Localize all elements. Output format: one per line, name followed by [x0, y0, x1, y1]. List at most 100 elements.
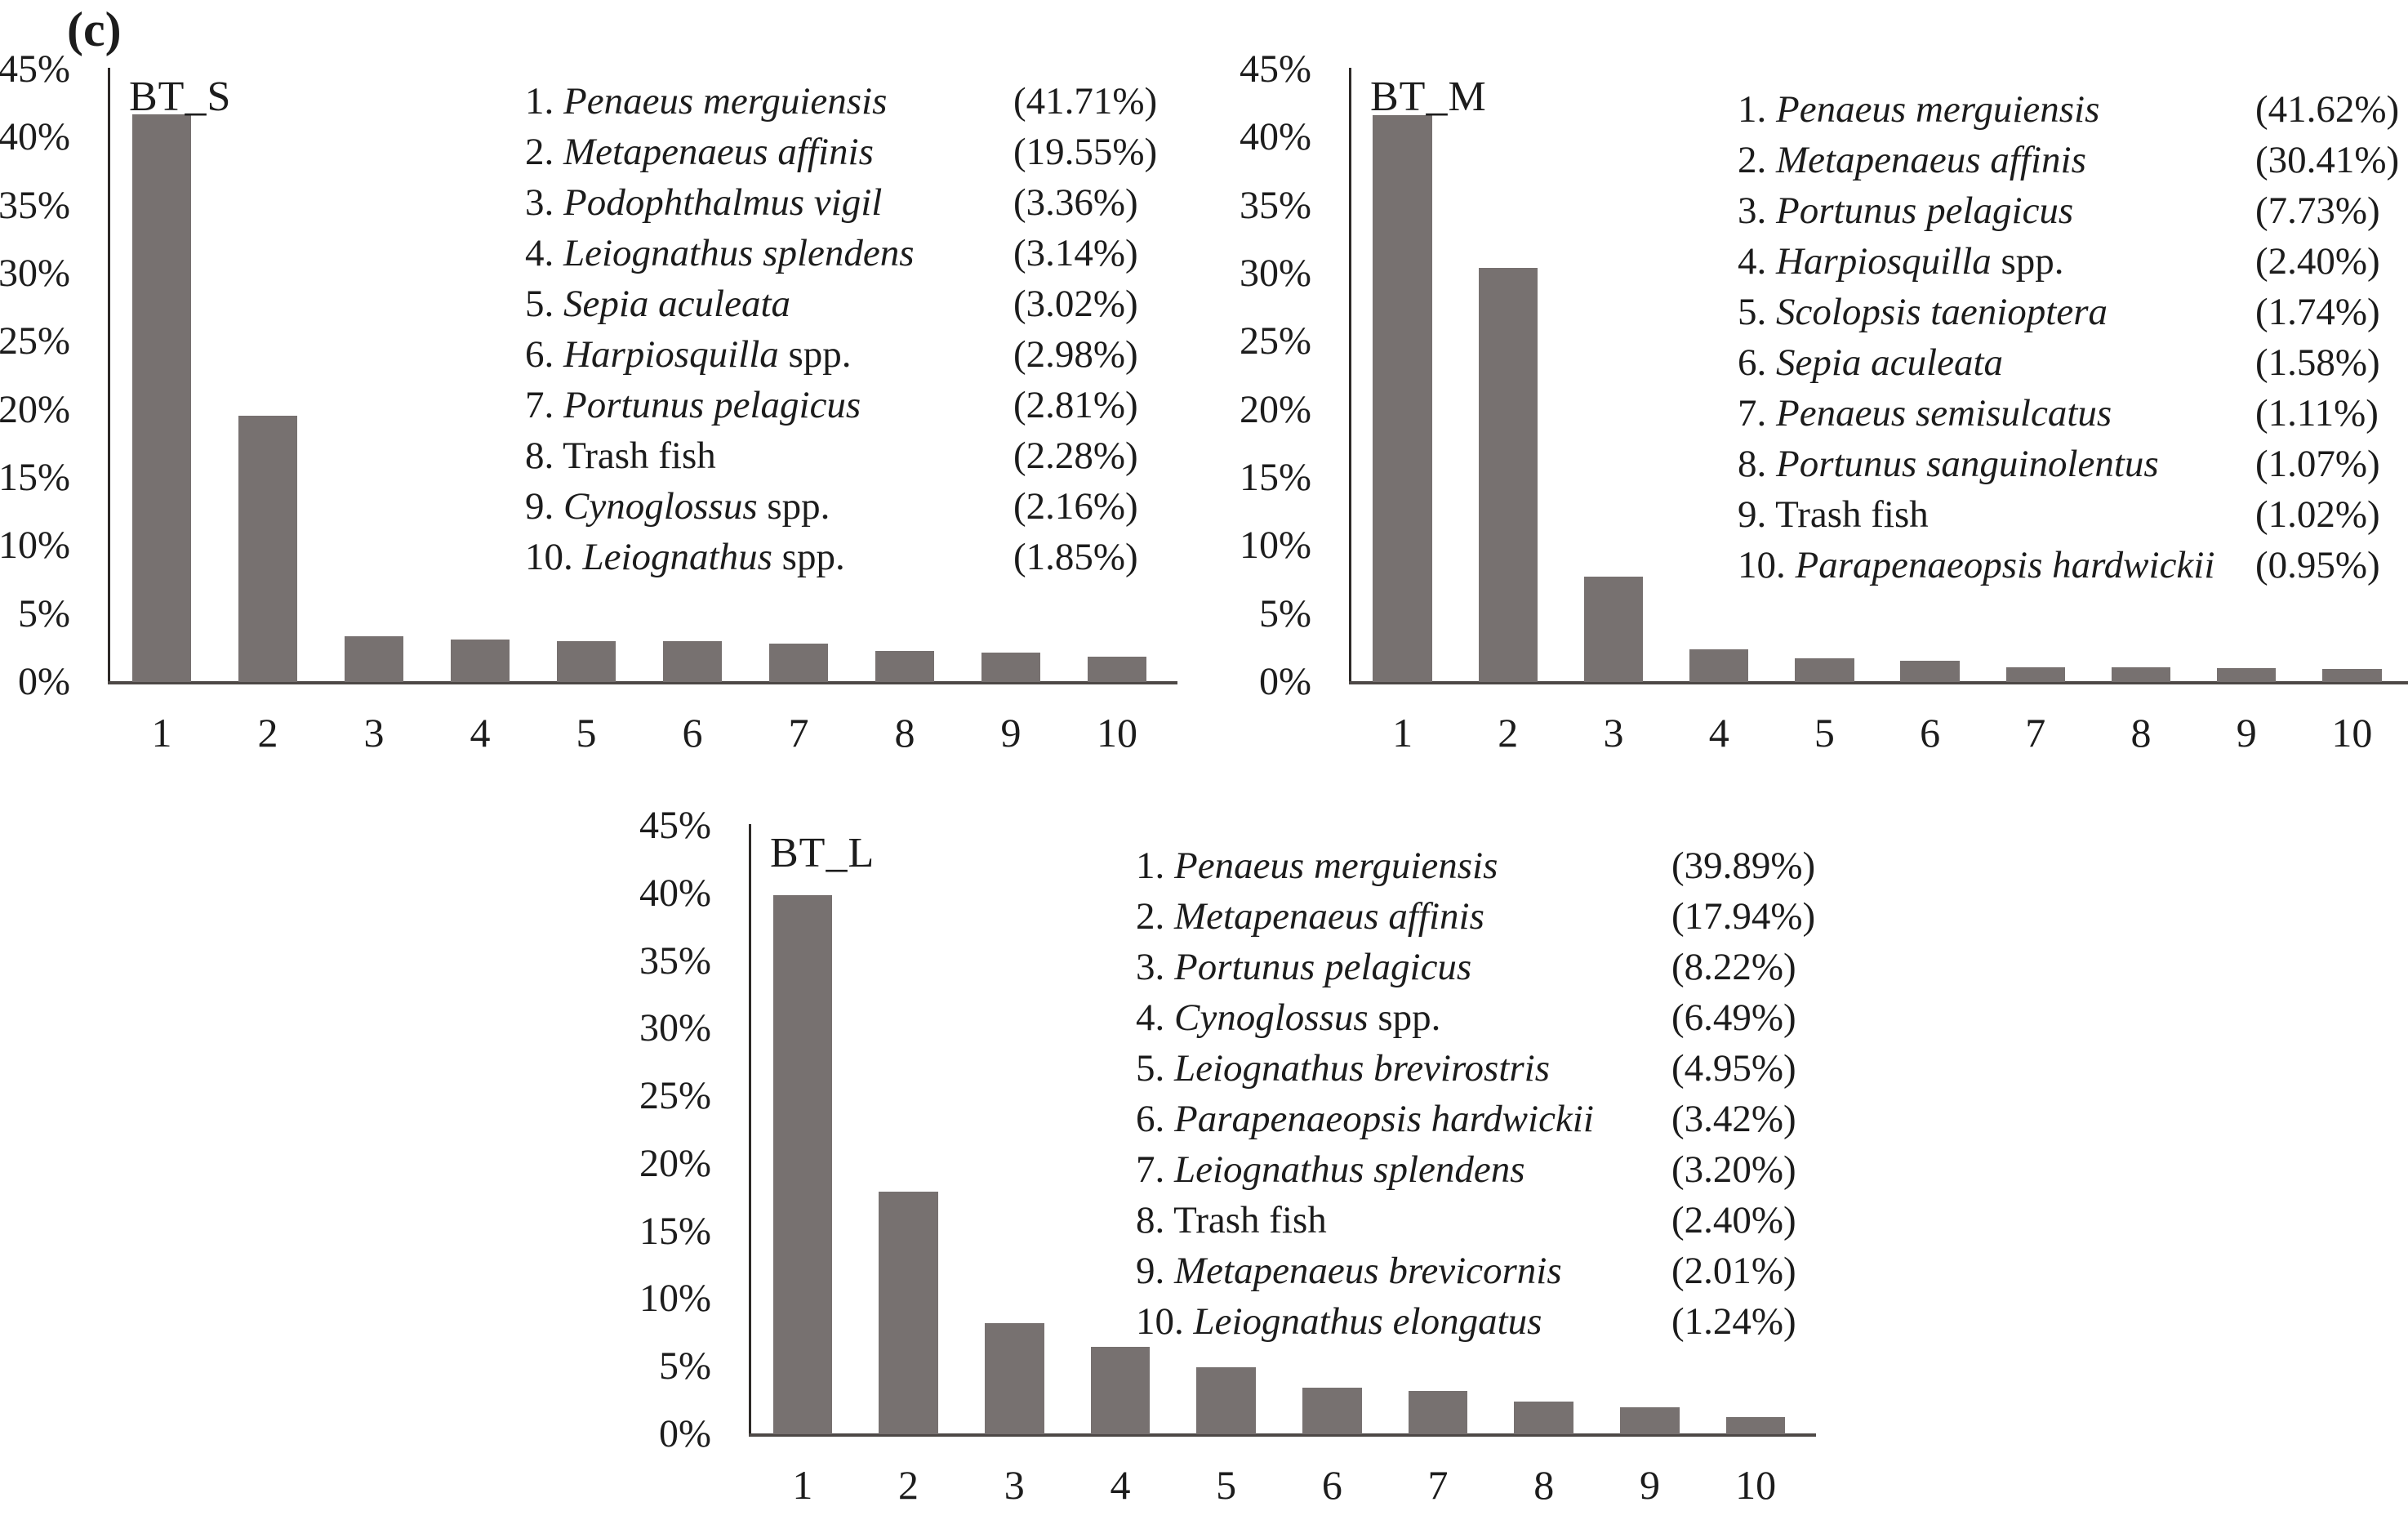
bar [1689, 649, 1749, 682]
bar [662, 641, 723, 682]
chart-title: BT_L [770, 830, 875, 876]
legend-percentage: (2.40%) [2255, 240, 2380, 283]
legend-percentage: (2.16%) [1013, 485, 1138, 528]
bar [1373, 115, 1432, 682]
x-tick-label: 3 [1004, 1462, 1025, 1508]
legend-rank-name: 10. Parapenaeopsis hardwickii [1738, 540, 2255, 591]
legend-rank: 7. [525, 384, 563, 426]
bar [2217, 668, 2277, 682]
x-tick-label: 4 [1708, 710, 1729, 756]
legend-row: 5. Sepia aculeata (3.02%) [525, 279, 1157, 329]
x-tick-label: 10 [2331, 710, 2373, 756]
legend-species-italic: Portunus pelagicus [1776, 189, 2074, 232]
legend-row: 4. Harpiosquilla spp. (2.40%) [1738, 236, 2399, 287]
legend-percentage: (3.36%) [1013, 181, 1138, 224]
x-tick-label: 1 [1392, 710, 1413, 756]
bar [1725, 1417, 1786, 1434]
legend-rank: 10. [1136, 1300, 1194, 1343]
legend-rank-name: 5. Leiognathus brevirostris [1136, 1043, 1671, 1094]
legend-row: 2. Metapenaeus affinis (30.41%) [1738, 135, 2399, 185]
legend-rank-name: 1. Penaeus merguiensis [1738, 84, 2255, 135]
legend-percentage: (39.89%) [1671, 845, 1816, 887]
bar [1302, 1388, 1362, 1434]
legend-percentage: (2.98%) [1013, 333, 1138, 376]
legend-species-italic: Portunus pelagicus [1174, 946, 1472, 988]
y-tick-label: 45% [639, 804, 711, 847]
x-tick-label: 3 [363, 710, 385, 756]
y-tick-label: 10% [1240, 524, 1311, 568]
y-tick-label: 20% [639, 1141, 711, 1185]
bar [238, 416, 298, 682]
legend-species-italic: Harpiosquilla [563, 333, 779, 376]
legend-rank-name: 9. Trash fish [1738, 493, 1929, 536]
legend: 1. Penaeus merguiensis (39.89%) 2. Metapen… [1136, 840, 1815, 1347]
y-tick-label: 45% [0, 47, 70, 91]
legend-species-italic: Scolopsis taenioptera [1776, 291, 2108, 333]
legend-row: 8. Trash fish (2.28%) [525, 430, 1157, 481]
legend-rank: 4. [525, 232, 563, 274]
x-axis-line [1349, 681, 2408, 684]
legend-rank: 3. [525, 181, 563, 224]
legend-row: 5. Leiognathus brevirostris (4.95%) [1136, 1043, 1815, 1094]
legend-percentage: (3.20%) [1671, 1148, 1796, 1191]
legend-row: 3. Podophthalmus vigil (3.36%) [525, 177, 1157, 228]
y-tick-label: 0% [659, 1412, 711, 1455]
legend-rank: 5. [1738, 291, 1776, 333]
y-tick-label: 5% [1259, 591, 1311, 635]
bar [450, 639, 510, 682]
y-tick-label: 15% [0, 456, 70, 499]
bar [1900, 660, 1960, 682]
legend-species-italic: Portunus pelagicus [563, 384, 861, 426]
legend-percentage: (2.01%) [1671, 1250, 1796, 1292]
legend: 1. Penaeus merguiensis (41.71%) 2. Metapen… [525, 76, 1157, 582]
bar [1090, 1346, 1151, 1434]
x-tick-label: 6 [682, 710, 703, 756]
y-tick-label: 30% [0, 252, 70, 295]
legend-percentage: (7.73%) [2255, 189, 2380, 232]
legend-rank-name: 6. Sepia aculeata [1738, 337, 2255, 388]
x-tick-label: 5 [576, 710, 597, 756]
bar [879, 1192, 938, 1434]
y-tick-label: 30% [639, 1006, 711, 1050]
legend-species-italic: Leiognathus splendens [1174, 1148, 1525, 1191]
legend-rank-name: 5. Scolopsis taenioptera [1738, 287, 2255, 337]
legend-percentage: (41.62%) [2255, 88, 2400, 131]
legend-rank: 8. [1738, 443, 1776, 485]
x-tick-label: 4 [470, 710, 491, 756]
legend-rank-name: 8. Portunus sanguinolentus [1738, 439, 2255, 489]
legend-rank: 1. [1738, 88, 1776, 131]
x-tick-label: 7 [788, 710, 809, 756]
bar [2322, 669, 2382, 682]
legend-rank-name: 5. Sepia aculeata [525, 279, 1013, 329]
legend-species-italic: Cynoglossus [563, 485, 758, 528]
y-tick-label: 40% [0, 115, 70, 159]
legend-row: 6. Sepia aculeata (1.58%) [1738, 337, 2399, 388]
legend-rank: 10. [525, 536, 583, 578]
legend-rank: 2. [1136, 895, 1174, 938]
legend-row: 3. Portunus pelagicus (8.22%) [1136, 942, 1815, 992]
y-tick-label: 20% [1240, 387, 1311, 431]
x-tick-label: 6 [1920, 710, 1941, 756]
y-tick-label: 5% [18, 591, 70, 635]
legend-rank-name: 3. Portunus pelagicus [1738, 185, 2255, 236]
legend-rank: 4. [1738, 240, 1776, 283]
bar [768, 644, 829, 682]
legend-percentage: (30.41%) [2255, 139, 2400, 181]
legend-rank: 6. [1136, 1098, 1174, 1140]
legend-percentage: (2.40%) [1671, 1199, 1796, 1241]
legend-rank: 2. [1738, 139, 1776, 181]
y-tick-label: 20% [0, 387, 70, 431]
legend-percentage: (1.74%) [2255, 291, 2380, 333]
legend-rank-name: 1. Penaeus merguiensis [525, 76, 1013, 127]
legend-percentage: (4.95%) [1671, 1047, 1796, 1090]
legend-species-italic: Sepia aculeata [1776, 341, 2004, 384]
bar [556, 640, 616, 682]
legend-row: 5. Scolopsis taenioptera (1.74%) [1738, 287, 2399, 337]
y-tick-label: 45% [1240, 47, 1311, 91]
legend-row: 10. Parapenaeopsis hardwickii (0.95%) [1738, 540, 2399, 591]
bar [131, 114, 192, 682]
legend-row: 4. Cynoglossus spp. (6.49%) [1136, 992, 1815, 1043]
legend-species-italic: Parapenaeopsis hardwickii [1795, 544, 2215, 586]
bar [2111, 667, 2171, 682]
